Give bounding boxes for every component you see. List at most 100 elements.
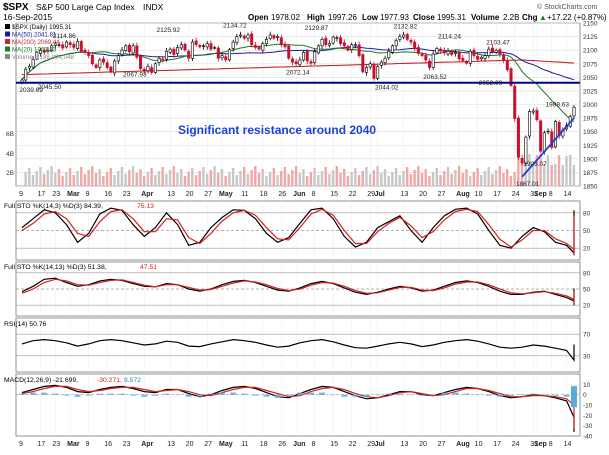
volume-bar bbox=[461, 173, 464, 186]
xaxis-label-bottom: 17 bbox=[493, 441, 501, 448]
price-annotation-label: 2063.52 bbox=[423, 74, 447, 81]
slow-sto-tick-label: 50 bbox=[583, 287, 591, 294]
candle-body bbox=[94, 64, 98, 68]
macd-histogram-bar bbox=[74, 394, 81, 397]
candle-body bbox=[339, 37, 343, 44]
macd-histogram-bar bbox=[352, 394, 359, 397]
volume-tick-label: 4B bbox=[6, 151, 14, 158]
volume-bar bbox=[520, 164, 524, 186]
volume-bar bbox=[165, 174, 168, 186]
volume-bar bbox=[24, 172, 27, 186]
xaxis-label-top: 10 bbox=[475, 191, 483, 198]
candle-body bbox=[172, 48, 176, 55]
price-tick-label: 2125 bbox=[583, 34, 598, 41]
volume-bar bbox=[409, 174, 413, 186]
candle-body bbox=[520, 157, 524, 164]
xaxis-label-bottom: 11 bbox=[241, 441, 248, 448]
price-annotation-label: 2072.14 bbox=[286, 69, 310, 76]
volume-bar bbox=[517, 154, 520, 186]
volume-bar bbox=[446, 167, 450, 186]
candle-body bbox=[98, 59, 102, 68]
volume-bar bbox=[54, 173, 57, 186]
macd-histogram-bar bbox=[230, 392, 237, 395]
candle-body bbox=[313, 51, 317, 63]
fast-sto-label: Full STO %K(14,3) %D(3) 84.39, bbox=[4, 203, 103, 210]
price-tick-label: 1875 bbox=[583, 170, 598, 177]
macd-tick-label: -30 bbox=[583, 423, 593, 430]
volume-bar bbox=[354, 168, 357, 186]
xaxis-label-bottom: 17 bbox=[38, 441, 46, 448]
xaxis-label-bottom: 24 bbox=[512, 441, 520, 448]
candle-body bbox=[509, 68, 513, 86]
candle-body bbox=[276, 36, 280, 38]
rsi-tick-label: 30 bbox=[583, 353, 591, 360]
volume-bar bbox=[191, 168, 194, 186]
macd-histogram-bar bbox=[463, 393, 470, 395]
candle-body bbox=[394, 40, 398, 47]
candle-body bbox=[164, 50, 168, 60]
candle-body bbox=[383, 58, 387, 63]
candle-body bbox=[346, 46, 350, 51]
volume-tick-label: 2B bbox=[6, 170, 14, 177]
volume-bar bbox=[105, 172, 109, 186]
candle-body bbox=[161, 58, 165, 61]
candle-body bbox=[302, 52, 306, 61]
candle-body bbox=[250, 33, 254, 46]
volume-bar bbox=[561, 165, 564, 186]
macd-histogram-bar bbox=[19, 393, 25, 395]
candle-body bbox=[46, 49, 50, 52]
macd-histogram-bar bbox=[52, 393, 59, 395]
volume-bar bbox=[565, 156, 568, 186]
price-tick-label: 2150 bbox=[583, 21, 598, 28]
volume-bar bbox=[313, 168, 316, 186]
candle-body bbox=[268, 34, 272, 39]
volume-bar bbox=[405, 167, 409, 186]
candle-body bbox=[468, 50, 472, 64]
volume-bar bbox=[161, 167, 164, 186]
volume-bar bbox=[83, 174, 87, 186]
volume-bar bbox=[343, 169, 346, 186]
candle-body bbox=[265, 38, 269, 44]
xaxis-label-bottom: Sep bbox=[534, 441, 547, 448]
xaxis-label-top: 15 bbox=[330, 191, 338, 198]
macd-histogram-bar bbox=[263, 394, 270, 397]
macd-histogram-bar bbox=[319, 392, 326, 395]
candle-body bbox=[405, 34, 409, 40]
xaxis-label-top: May bbox=[219, 191, 233, 198]
candle-body bbox=[494, 49, 498, 53]
price-annotation-label: 1867.01 bbox=[516, 181, 540, 188]
volume-bar bbox=[368, 174, 372, 186]
volume-tick-label: 6B bbox=[6, 131, 14, 138]
candle-body bbox=[402, 34, 406, 38]
candle-body bbox=[457, 52, 461, 60]
volume-bar bbox=[142, 176, 146, 186]
xaxis-label-bottom: 9 bbox=[19, 441, 23, 448]
volume-bar bbox=[46, 170, 50, 186]
volume-bar bbox=[557, 155, 561, 186]
candle-body bbox=[168, 48, 172, 53]
candle-body bbox=[57, 44, 61, 46]
volume-bar bbox=[543, 164, 546, 186]
candle-body bbox=[479, 56, 483, 60]
volume-bar bbox=[79, 167, 83, 186]
xaxis-label-bottom: 13 bbox=[167, 441, 175, 448]
slow-sto-tick-label: 80 bbox=[583, 270, 591, 277]
macd-histogram-bar bbox=[163, 393, 170, 395]
xaxis-label-top: 14 bbox=[564, 191, 572, 198]
volume-bar bbox=[383, 169, 387, 186]
volume-bar bbox=[376, 166, 379, 186]
candle-body bbox=[146, 66, 150, 72]
fast-sto-tick-label: 20 bbox=[583, 246, 591, 253]
fast-sto-d-value: 75.13 bbox=[137, 203, 154, 210]
legend-swatch bbox=[5, 24, 10, 29]
candle-body bbox=[357, 44, 361, 56]
macd-tick-label: 0 bbox=[583, 392, 587, 399]
open-value: 1978.02 bbox=[271, 13, 300, 22]
candle-body bbox=[428, 60, 432, 68]
xaxis-label-bottom: 16 bbox=[104, 441, 112, 448]
volume-bar bbox=[528, 154, 531, 186]
xaxis-label-bottom: 15 bbox=[330, 441, 338, 448]
volume-bar bbox=[261, 169, 264, 186]
candle-body bbox=[242, 35, 246, 39]
macd-histogram-bar bbox=[330, 394, 337, 396]
